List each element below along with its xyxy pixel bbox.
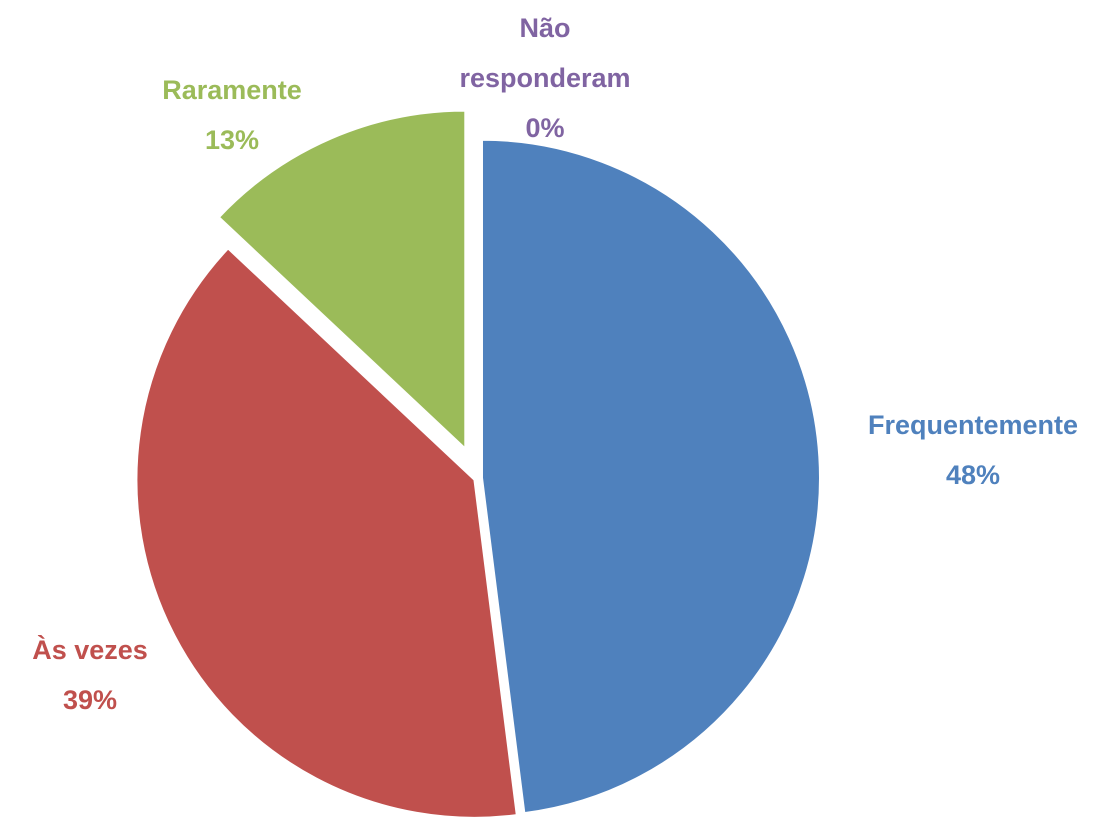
category-label: Frequentemente <box>867 410 1079 440</box>
slice-label: Frequentemente 48% <box>843 400 1103 500</box>
value-label: 0% <box>525 113 565 143</box>
category-label: Às vezes <box>32 635 148 665</box>
pie-slice <box>135 247 518 819</box>
value-label: 48% <box>945 460 1001 490</box>
category-label: Não responderam <box>459 13 631 93</box>
slice-label: Às vezes 39% <box>0 625 190 725</box>
pie-slice <box>217 109 467 451</box>
value-label: 13% <box>204 125 260 155</box>
category-label: Raramente <box>162 75 302 105</box>
value-label: 39% <box>62 685 118 715</box>
slice-label: Não responderam 0% <box>440 3 650 153</box>
slice-label: Raramente 13% <box>132 65 332 165</box>
pie-slice <box>480 138 821 815</box>
